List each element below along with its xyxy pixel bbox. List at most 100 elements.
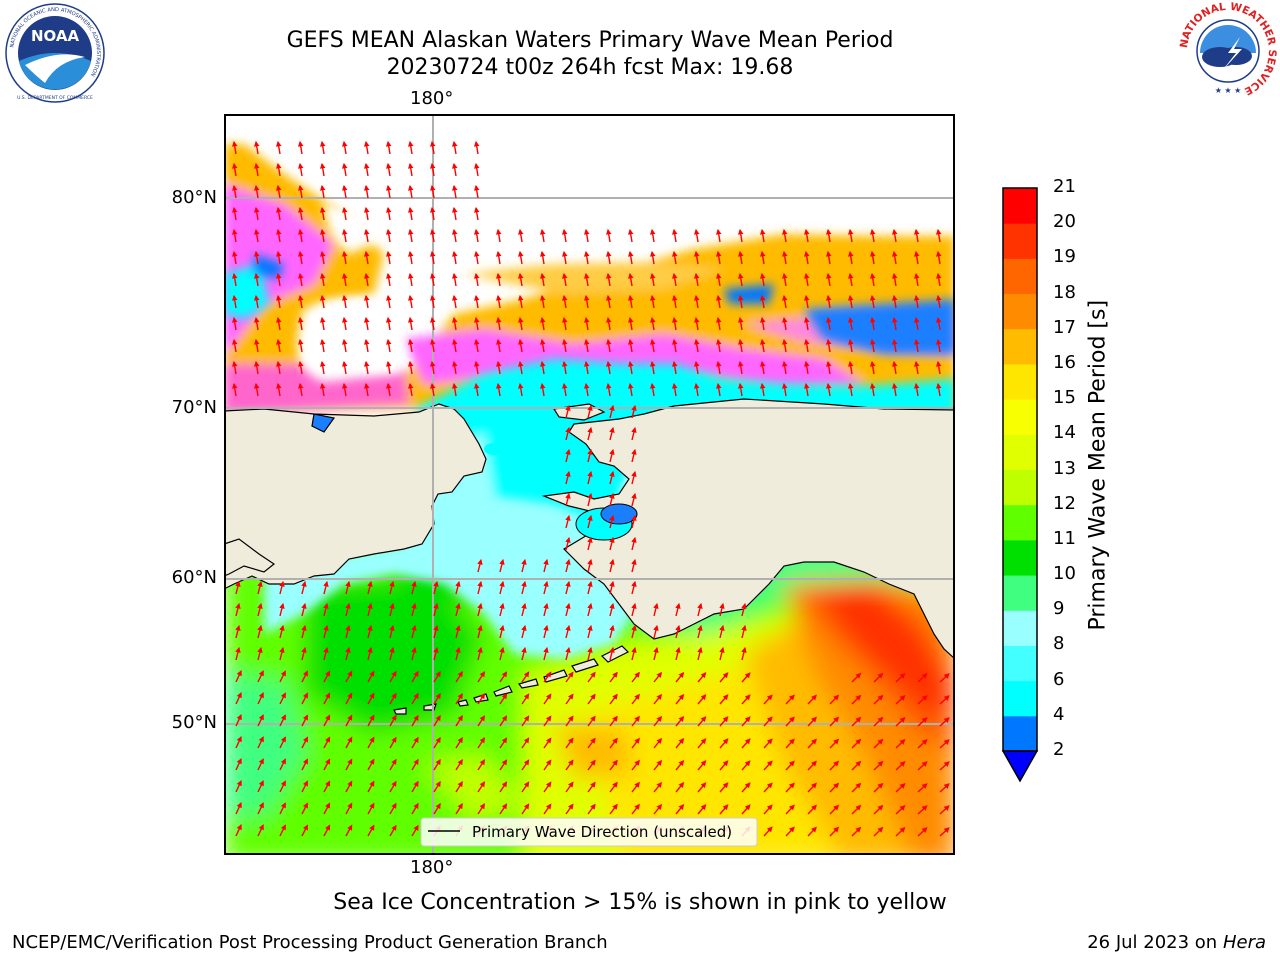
wave-direction-arrow — [609, 693, 618, 705]
wave-direction-arrow — [473, 316, 480, 331]
wave-direction-arrow — [345, 780, 353, 793]
wave-direction-arrow — [411, 624, 417, 639]
wave-direction-arrow — [477, 602, 483, 617]
chart-subtitle: 20230724 t00z 264h fcst Max: 19.68 — [386, 55, 794, 80]
wave-direction-arrow — [913, 228, 920, 243]
colorbar-segment — [1003, 645, 1037, 682]
wave-direction-arrow — [605, 294, 612, 309]
wave-direction-arrow — [499, 715, 508, 727]
wave-direction-arrow — [609, 671, 618, 683]
wave-direction-arrow — [825, 338, 832, 353]
colorbar-tick-label: 17 — [1053, 316, 1076, 338]
wave-direction-arrow — [499, 781, 508, 793]
wave-direction-arrow — [759, 250, 766, 265]
wave-direction-arrow — [917, 761, 928, 771]
wave-direction-arrow — [825, 228, 832, 243]
wave-direction-arrow — [235, 646, 241, 661]
wave-direction-arrow — [363, 338, 370, 353]
wave-direction-arrow — [631, 803, 640, 815]
wave-direction-arrow — [803, 294, 810, 309]
wave-direction-arrow — [341, 316, 348, 331]
wave-direction-arrow — [913, 360, 920, 375]
wave-direction-arrow — [759, 382, 766, 397]
wave-direction-arrow — [257, 824, 264, 837]
wave-direction-arrow — [719, 624, 725, 639]
wave-direction-arrow — [301, 602, 307, 617]
wave-direction-arrow — [605, 360, 612, 375]
wave-direction-arrow — [499, 803, 508, 815]
wave-direction-arrow — [341, 228, 348, 243]
wave-direction-arrow — [631, 737, 640, 749]
wave-direction-arrow — [807, 716, 817, 727]
wave-direction-arrow — [389, 780, 397, 793]
wave-direction-arrow — [279, 736, 286, 749]
wave-direction-arrow — [649, 316, 656, 331]
colorbar-segment — [1003, 434, 1037, 470]
legend-label: Primary Wave Direction (unscaled) — [472, 823, 732, 841]
wave-direction-arrow — [301, 714, 309, 727]
wave-direction-arrow — [737, 338, 744, 353]
wave-direction-arrow — [939, 827, 950, 837]
wave-direction-arrow — [389, 624, 395, 639]
wave-direction-arrow — [521, 715, 530, 727]
wave-direction-arrow — [609, 558, 615, 573]
wave-direction-arrow — [587, 448, 593, 463]
wave-direction-arrow — [939, 739, 950, 749]
bottom-lon-label: 180° — [410, 857, 454, 878]
wave-direction-arrow — [231, 228, 238, 243]
wave-direction-arrow — [587, 781, 596, 793]
wave-direction-arrow — [829, 694, 840, 705]
wave-direction-arrow — [275, 316, 282, 331]
footer-machine: Hera — [1222, 932, 1266, 953]
wave-direction-arrow — [301, 646, 307, 661]
wave-direction-arrow — [587, 646, 593, 661]
wave-direction-arrow — [543, 737, 552, 749]
wave-direction-arrow — [825, 250, 832, 265]
wave-direction-arrow — [521, 580, 527, 595]
wave-direction-arrow — [319, 250, 326, 265]
wave-direction-arrow — [609, 448, 615, 463]
wave-direction-arrow — [389, 670, 397, 683]
wave-direction-arrow — [631, 715, 640, 727]
wave-direction-arrow — [451, 140, 458, 155]
wave-direction-arrow — [385, 272, 392, 287]
wave-direction-arrow — [521, 759, 530, 771]
wave-direction-arrow — [631, 558, 637, 573]
wave-direction-arrow — [869, 316, 876, 331]
wave-direction-arrow — [341, 294, 348, 309]
wave-direction-arrow — [407, 206, 414, 221]
colorbar-tick-label: 16 — [1053, 351, 1076, 373]
wave-direction-arrow — [235, 602, 241, 617]
wave-direction-arrow — [477, 693, 485, 705]
wave-direction-arrow — [367, 714, 375, 727]
wave-direction-arrow — [715, 382, 722, 397]
wave-direction-arrow — [407, 382, 414, 397]
wave-direction-arrow — [257, 692, 264, 705]
wave-direction-arrow — [737, 294, 744, 309]
wave-direction-arrow — [231, 250, 238, 265]
wave-direction-arrow — [429, 228, 436, 243]
wave-direction-arrow — [341, 360, 348, 375]
wave-direction-arrow — [257, 580, 263, 595]
wave-direction-arrow — [363, 294, 370, 309]
wave-direction-arrow — [759, 294, 766, 309]
wave-direction-arrow — [433, 736, 441, 749]
wave-direction-arrow — [631, 646, 637, 661]
wave-direction-arrow — [363, 184, 370, 199]
wave-direction-arrow — [543, 602, 549, 617]
wave-direction-arrow — [627, 360, 634, 375]
wave-direction-arrow — [715, 294, 722, 309]
wave-direction-arrow — [609, 602, 615, 617]
wave-direction-arrow — [935, 360, 942, 375]
wave-direction-arrow — [521, 737, 530, 749]
wave-direction-arrow — [653, 671, 663, 683]
wave-direction-arrow — [473, 338, 480, 353]
wave-direction-arrow — [499, 671, 508, 683]
colorbar-segment — [1003, 223, 1037, 259]
wave-direction-arrow — [367, 624, 373, 639]
wave-direction-arrow — [389, 602, 395, 617]
wave-direction-arrow — [565, 602, 571, 617]
wave-direction-arrow — [253, 272, 260, 287]
wave-direction-arrow — [583, 360, 590, 375]
wave-direction-arrow — [649, 338, 656, 353]
